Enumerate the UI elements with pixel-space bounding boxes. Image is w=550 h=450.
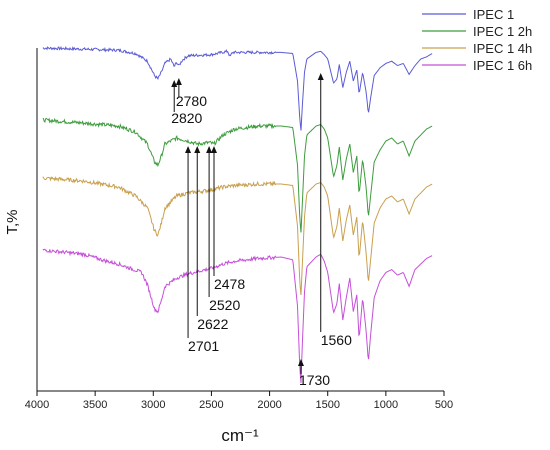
spectra bbox=[42, 45, 433, 384]
legend-label-0: IPEC 1 bbox=[473, 7, 514, 22]
x-tick-label-0: 4000 bbox=[25, 399, 49, 411]
x-tick-label-2: 3000 bbox=[141, 399, 165, 411]
x-tick-label-6: 1000 bbox=[374, 399, 398, 411]
x-axis-label: cm⁻¹ bbox=[221, 426, 259, 445]
ann-2820-arrow-head bbox=[171, 80, 178, 87]
x-tick-label-1: 3500 bbox=[83, 399, 107, 411]
ann-2478-arrow-head bbox=[210, 146, 217, 153]
x-tick-label-4: 2000 bbox=[257, 399, 281, 411]
annotation-label-1730: 1730 bbox=[299, 372, 330, 388]
legend: IPEC 1 IPEC 1 2h IPEC 1 4h IPEC 1 6h bbox=[422, 7, 532, 73]
annotation-label-2478: 2478 bbox=[214, 276, 245, 292]
annotation-label-2701: 2701 bbox=[188, 338, 219, 354]
ann-2622-arrow-head bbox=[194, 146, 201, 153]
x-tick-label-3: 2500 bbox=[199, 399, 223, 411]
annotation-label-2820: 2820 bbox=[171, 110, 202, 126]
ann-2780-arrow-head bbox=[175, 78, 182, 85]
x-ticks: 4000 3500 3000 2500 2000 1500 1000 500 bbox=[25, 391, 453, 411]
series-line-3 bbox=[42, 248, 433, 384]
ann-2520-arrow-head bbox=[206, 146, 213, 153]
x-tick-label-5: 1500 bbox=[315, 399, 339, 411]
x-tick-label-7: 500 bbox=[435, 399, 453, 411]
series-line-2 bbox=[42, 175, 433, 296]
series-line-0 bbox=[42, 45, 433, 131]
legend-label-3: IPEC 1 6h bbox=[473, 58, 532, 73]
legend-label-1: IPEC 1 2h bbox=[473, 24, 532, 39]
annotation-label-2622: 2622 bbox=[197, 316, 228, 332]
annotation-label-1560: 1560 bbox=[321, 332, 352, 348]
annotation-label-2520: 2520 bbox=[209, 297, 240, 313]
ann-1560-arrow-head bbox=[317, 73, 324, 80]
series-line-1 bbox=[42, 117, 433, 233]
y-axis-label: T,% bbox=[4, 209, 21, 234]
ann-1730-arrow-head bbox=[297, 359, 304, 366]
annotation-label-2780: 2780 bbox=[176, 93, 207, 109]
ann-2701-arrow-head bbox=[185, 146, 192, 153]
legend-label-2: IPEC 1 4h bbox=[473, 41, 532, 56]
